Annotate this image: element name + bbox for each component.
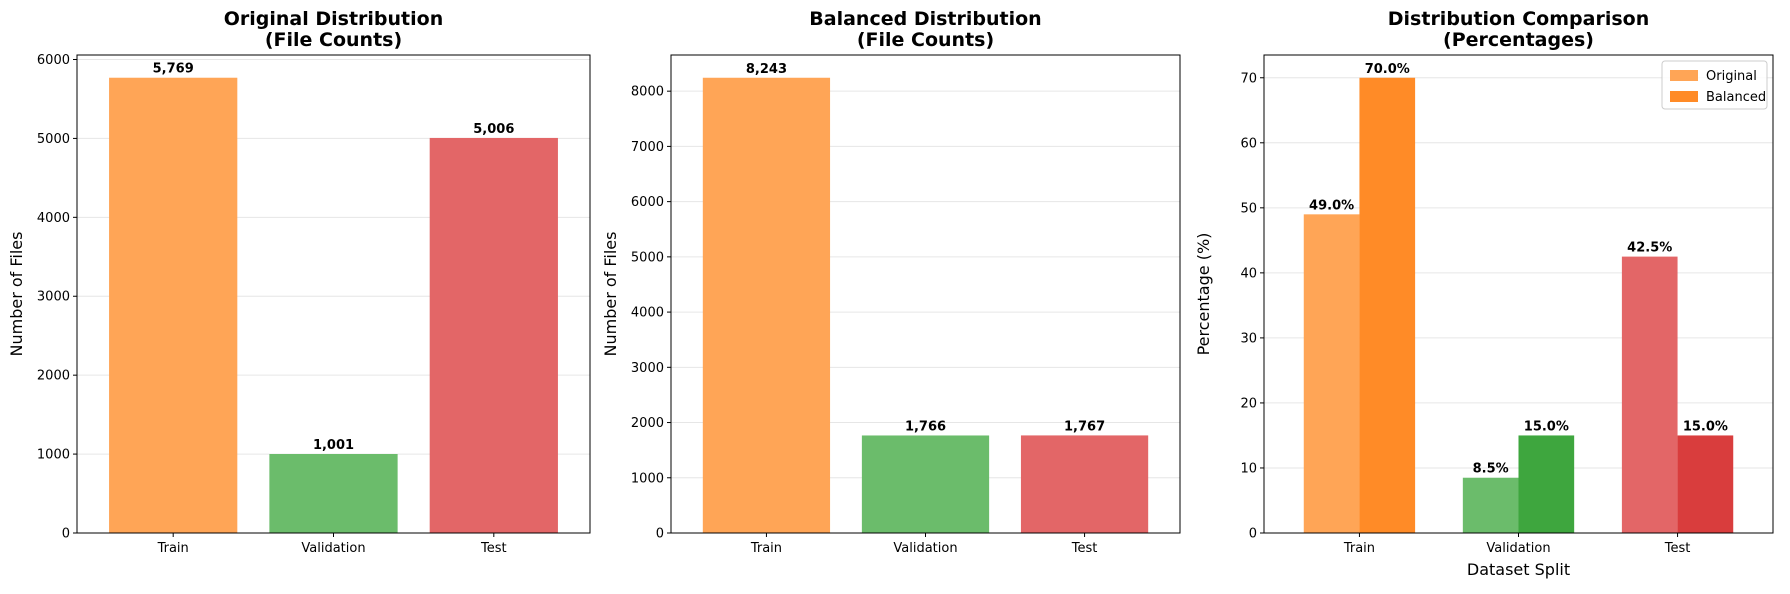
x-tick-label: Train	[1343, 541, 1375, 556]
data-label: 5,769	[153, 62, 194, 77]
bar	[1020, 435, 1149, 533]
chart-title: Distribution Comparison	[1388, 8, 1649, 30]
data-label: 15.0%	[1683, 419, 1728, 434]
x-tick-label: Validation	[1486, 541, 1550, 556]
y-tick-label: 6000	[37, 53, 70, 68]
y-tick-label: 0	[62, 527, 70, 542]
bar	[1359, 77, 1416, 533]
x-tick-label: Test	[1071, 541, 1098, 556]
legend-swatch	[1670, 70, 1698, 81]
data-label: 1,767	[1064, 419, 1105, 434]
y-tick-label: 40	[1240, 266, 1257, 281]
chart-title: Balanced Distribution	[809, 8, 1041, 30]
y-tick-label: 5000	[37, 132, 70, 147]
legend-label: Original	[1706, 69, 1757, 84]
chart-1: 5,769 1,001 5,006 0 1000 2000 3000 4000 5000 6000…	[7, 8, 591, 556]
data-label: 70.0%	[1365, 62, 1410, 77]
x-tick-label: Test	[1664, 541, 1691, 556]
x-tick-label: Validation	[893, 541, 957, 556]
chart-title: Original Distribution	[224, 8, 443, 30]
chart-title: (File Counts)	[857, 29, 994, 51]
y-tick-label: 30	[1240, 331, 1257, 346]
data-label: 1,766	[905, 419, 946, 434]
y-tick-label: 0	[1249, 527, 1257, 542]
bar	[429, 137, 558, 534]
chart-title: (File Counts)	[265, 29, 402, 51]
data-label: 5,006	[473, 122, 514, 137]
bar	[109, 77, 238, 533]
y-tick-label: 1000	[631, 471, 664, 486]
y-tick-label: 5000	[631, 250, 664, 265]
y-axis-label: Number of Files	[7, 232, 26, 357]
y-tick-label: 8000	[631, 85, 664, 100]
data-label: 42.5%	[1627, 241, 1672, 256]
data-label: 49.0%	[1309, 198, 1354, 213]
legend-label: Balanced	[1706, 90, 1766, 105]
bar	[1518, 435, 1575, 533]
chart-title: (Percentages)	[1443, 29, 1594, 51]
bar	[1621, 256, 1678, 533]
bar	[1677, 435, 1734, 533]
bar	[1303, 214, 1360, 534]
x-tick-label: Train	[750, 541, 782, 556]
y-tick-label: 3000	[37, 290, 70, 305]
bar	[702, 77, 831, 533]
legend-swatch	[1670, 91, 1698, 102]
y-tick-label: 4000	[37, 211, 70, 226]
y-tick-label: 50	[1240, 201, 1257, 216]
bar	[861, 435, 990, 533]
y-tick-label: 6000	[631, 195, 664, 210]
data-label: 1,001	[313, 438, 354, 453]
x-axis-label: Dataset Split	[1467, 560, 1570, 579]
y-tick-label: 2000	[631, 416, 664, 431]
data-label: 15.0%	[1524, 419, 1569, 434]
bar	[269, 454, 398, 533]
x-tick-label: Validation	[301, 541, 365, 556]
y-tick-label: 60	[1240, 136, 1257, 151]
x-tick-label: Train	[157, 541, 189, 556]
y-tick-label: 20	[1240, 396, 1257, 411]
y-tick-label: 7000	[631, 140, 664, 155]
data-label: 8.5%	[1473, 462, 1509, 477]
y-tick-label: 3000	[631, 361, 664, 376]
chart-2: 8,243 1,766 1,767 0 1000 2000 3000 4000 5000 6000…	[601, 8, 1181, 556]
y-axis-label: Percentage (%)	[1194, 233, 1213, 356]
y-tick-label: 10	[1240, 461, 1257, 476]
x-tick-label: Test	[480, 541, 507, 556]
y-tick-label: 70	[1240, 71, 1257, 86]
y-tick-label: 1000	[37, 448, 70, 463]
bar	[1462, 477, 1519, 533]
y-tick-label: 2000	[37, 369, 70, 384]
y-axis-label: Number of Files	[601, 232, 620, 357]
chart-3: 49.0% 8.5% 42.5% 70.0% 15.0% 15.0% 0 10 20 30 40 50…	[1194, 8, 1774, 579]
data-label: 8,243	[746, 62, 787, 77]
y-tick-label: 4000	[631, 306, 664, 321]
y-tick-label: 0	[656, 527, 664, 542]
